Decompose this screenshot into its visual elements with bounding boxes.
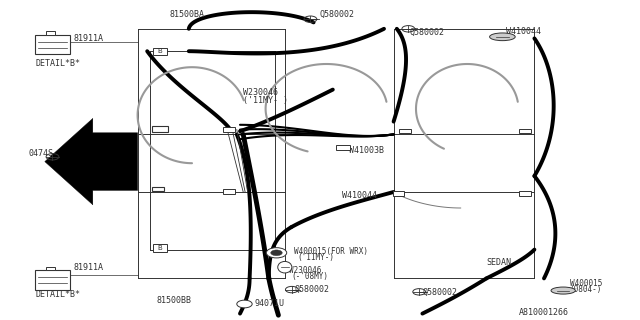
Circle shape [266,248,287,258]
Text: 81911A: 81911A [74,34,104,43]
Text: 81500BA: 81500BA [170,10,205,19]
Bar [223,189,235,194]
Bar [153,244,167,252]
Text: 81500BB: 81500BB [157,296,192,305]
Text: Q580002: Q580002 [294,285,330,294]
Text: Q580002: Q580002 [410,28,445,36]
Bar [153,48,167,55]
Bar [393,191,404,196]
Text: ('11MY-): ('11MY-) [297,253,334,262]
Bar [519,191,531,196]
Bar [519,129,531,133]
Text: W410044: W410044 [342,191,378,200]
Text: Q580002: Q580002 [320,10,355,19]
Circle shape [237,300,252,308]
Polygon shape [45,118,138,205]
Ellipse shape [278,261,292,273]
Bar [152,187,164,191]
Bar [336,145,350,150]
Bar [152,126,168,132]
Text: B: B [157,245,163,251]
Text: SEDAN: SEDAN [486,258,511,267]
Text: W230046: W230046 [243,88,278,97]
Bar [46,267,54,270]
Text: Q580002: Q580002 [422,288,458,297]
Text: A810001266: A810001266 [518,308,568,317]
Text: W410044: W410044 [506,28,541,36]
Bar [399,129,411,133]
Text: W400015(FOR WRX): W400015(FOR WRX) [294,247,369,256]
Text: 0474S: 0474S [29,149,54,158]
Text: (-'08MY): (-'08MY) [292,272,329,281]
Text: W41003B: W41003B [349,146,384,155]
Text: W230046: W230046 [289,266,322,275]
Text: ('11MY- ): ('11MY- ) [243,96,288,105]
Text: B: B [157,48,163,54]
Text: (0804-): (0804-) [570,285,602,294]
Circle shape [271,250,282,256]
Text: DETAIL*B*: DETAIL*B* [35,290,80,299]
Text: 81911A: 81911A [74,263,104,272]
Bar [223,127,235,132]
Ellipse shape [490,33,515,41]
Text: 94071U: 94071U [254,299,284,308]
Bar [35,35,70,54]
Text: DETAIL*B*: DETAIL*B* [35,60,80,68]
Text: W400015: W400015 [570,279,602,288]
Ellipse shape [551,287,575,294]
Bar [35,270,70,290]
Bar [46,31,54,35]
